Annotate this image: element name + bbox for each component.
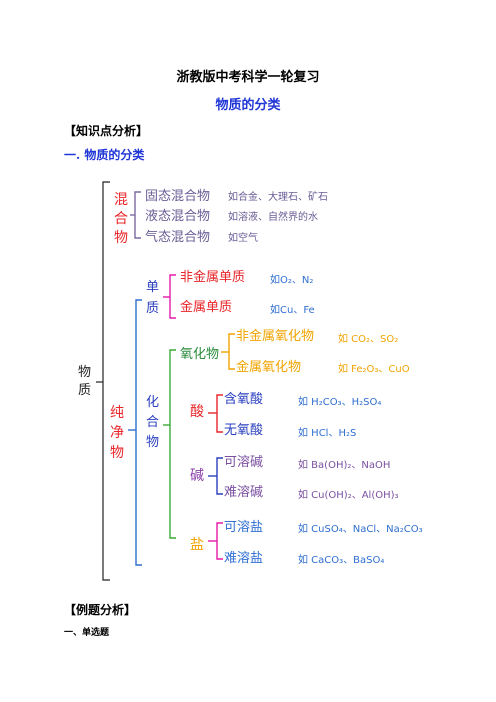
acid-item-2-example: 如 HCl、H₂S [298,426,356,439]
compound-label-1: 化 [146,395,159,410]
mixture-label-2: 合 [114,211,128,227]
pure-bracket [135,299,142,566]
examples-heading: 【例题分析】 [64,603,137,617]
compound-label-2: 合 [146,415,159,430]
mixture-item-2-name: 液态混合物 [145,209,210,224]
oxide-item-2-name: 金属氧化物 [236,359,301,375]
oxide-item-1-name: 非金属氧化物 [236,328,314,344]
compound-bracket [169,349,176,539]
mixture-item-1-name: 固态混合物 [145,189,210,204]
oxide-item-1-example: 如 CO₂、SO₂ [338,332,398,345]
base-item-2-example: 如 Cu(OH)₂、Al(OH)₃ [298,488,399,501]
mixture-item-3-example: 如空气 [228,231,258,244]
salt-item-2-name: 难溶盐 [224,551,263,566]
mixture-bracket [134,191,141,239]
mixture-label-3: 物 [114,230,128,246]
acid-bracket [216,394,223,433]
acid-item-1-name: 含氧酸 [224,391,263,407]
salt-item-1-name: 可溶盐 [224,520,263,535]
base-bracket [216,457,223,495]
element-item-1-name: 非金属单质 [180,269,245,285]
acid-item-2-name: 无氧酸 [224,423,263,438]
page-subtitle: 物质的分类 [215,98,281,113]
compound-label-3: 物 [146,435,159,450]
element-label-2: 质 [146,301,159,316]
element-label-1: 单 [146,280,159,295]
pure-label-1: 纯 [110,405,124,421]
mixture-item-3-name: 气态混合物 [145,229,210,245]
acid-item-1-example: 如 H₂CO₃、H₂SO₄ [298,395,381,408]
salt-label: 盐 [190,537,204,553]
single-choice-heading: 一、单选题 [64,628,110,638]
knowledge-heading: 【知识点分析】 [64,124,149,138]
salt-item-2-example: 如 CaCO₃、BaSO₄ [298,553,384,566]
base-item-2-name: 难溶碱 [224,485,263,500]
pure-label-2: 净 [110,425,124,441]
root-label-2: 质 [78,383,91,398]
salt-item-1-example: 如 CuSO₄、NaCl、Na₂CO₃ [298,522,423,535]
mixture-item-1-example: 如合金、大理石、矿石 [228,190,328,203]
pure-label-3: 物 [110,445,124,461]
element-item-2-example: 如Cu、Fe [270,303,315,316]
element-item-2-name: 金属单质 [180,299,232,315]
mixture-item-2-example: 如溶液、自然界的水 [228,210,318,223]
base-item-1-example: 如 Ba(OH)₂、NaOH [298,458,390,471]
oxide-bracket [228,333,235,370]
classification-heading: 一. 物质的分类 [64,148,145,162]
oxide-label: 氧化物 [180,347,219,362]
acid-label: 酸 [190,404,204,420]
mixture-label-1: 混 [114,192,128,208]
root-label-1: 物 [78,365,91,380]
element-bracket [169,274,176,319]
root-bracket [102,181,110,581]
salt-bracket [216,522,223,560]
page-title: 浙教版中考科学一轮复习 [176,70,320,85]
element-item-1-example: 如O₂、N₂ [270,273,313,286]
oxide-item-2-example: 如 Fe₂O₃、CuO [338,362,410,375]
base-label: 碱 [190,468,204,484]
base-item-1-name: 可溶碱 [224,455,263,470]
